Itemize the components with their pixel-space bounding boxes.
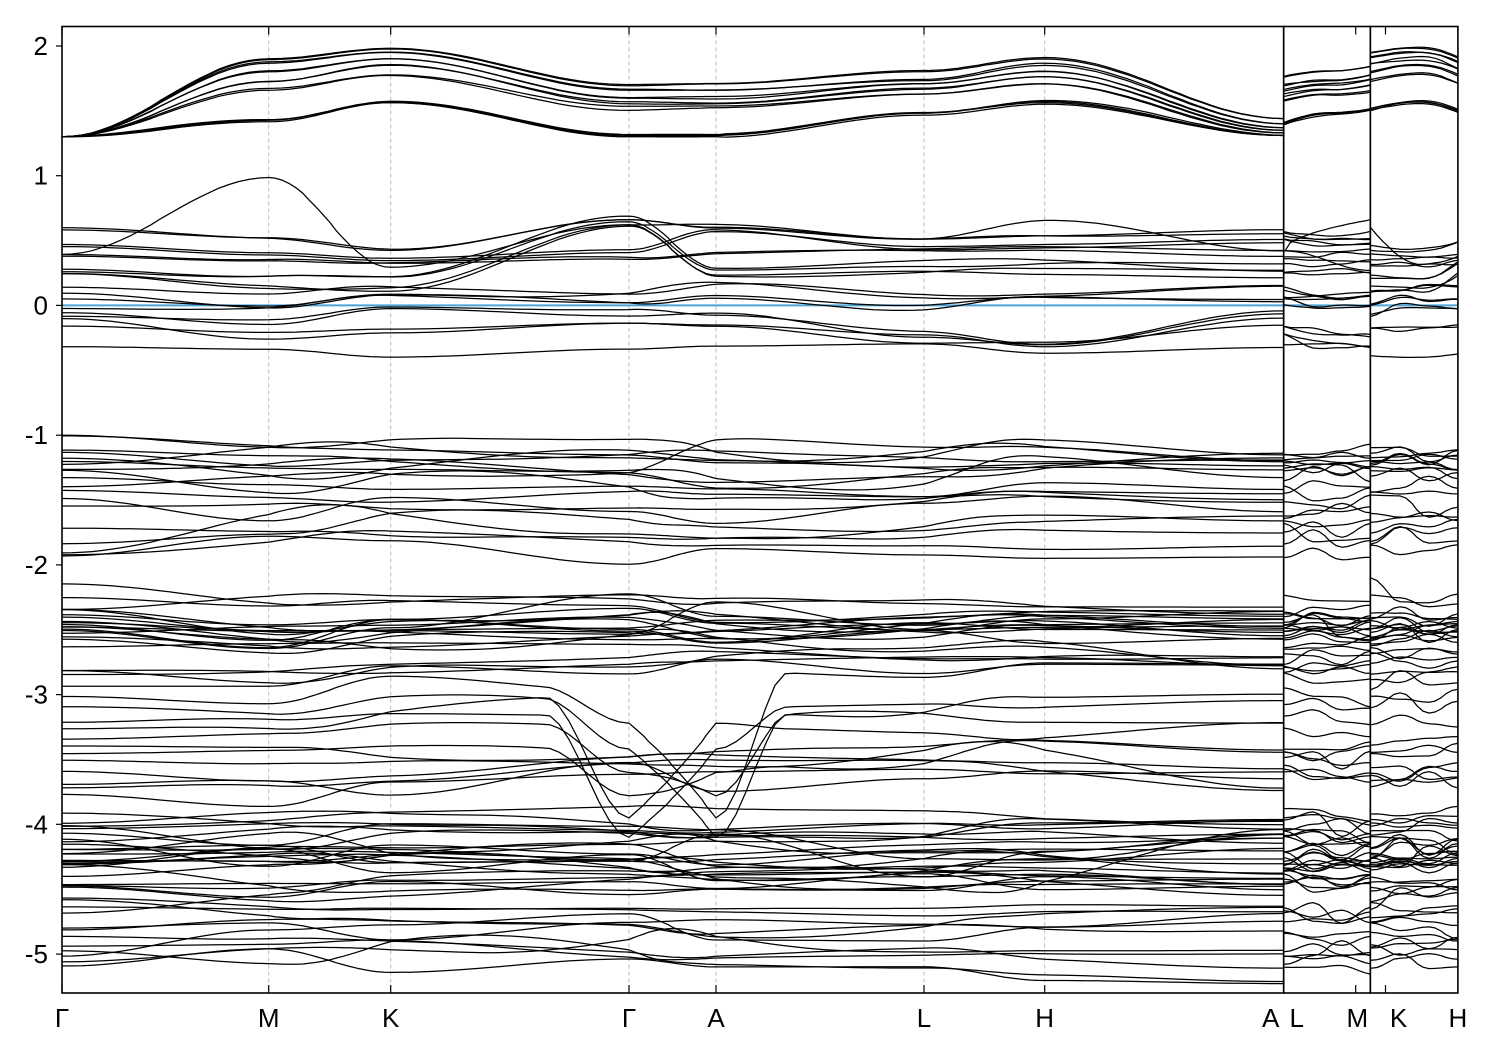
svg-text:2: 2: [34, 31, 48, 61]
svg-text:K: K: [1390, 1003, 1408, 1033]
svg-text:-1: -1: [25, 420, 48, 450]
svg-text:A: A: [707, 1003, 725, 1033]
svg-text:1: 1: [34, 161, 48, 191]
svg-text:A: A: [1262, 1003, 1280, 1033]
svg-text:H: H: [1449, 1003, 1468, 1033]
svg-text:L: L: [917, 1003, 931, 1033]
svg-text:K: K: [382, 1003, 400, 1033]
svg-text:-3: -3: [25, 680, 48, 710]
svg-text:-4: -4: [25, 809, 48, 839]
svg-text:M: M: [1346, 1003, 1368, 1033]
svg-text:Γ: Γ: [55, 1003, 69, 1033]
svg-text:-5: -5: [25, 939, 48, 969]
svg-text:0: 0: [34, 290, 48, 320]
svg-text:M: M: [258, 1003, 280, 1033]
svg-text:H: H: [1035, 1003, 1054, 1033]
svg-text:Γ: Γ: [622, 1003, 636, 1033]
svg-text:-2: -2: [25, 550, 48, 580]
svg-text:L: L: [1289, 1003, 1303, 1033]
